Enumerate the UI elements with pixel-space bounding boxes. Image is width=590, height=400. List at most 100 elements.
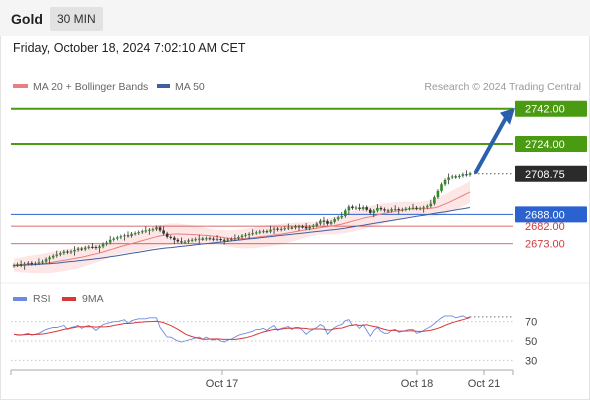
candle — [205, 236, 208, 241]
candle-body — [461, 174, 465, 176]
candle — [98, 244, 101, 253]
candle — [351, 204, 354, 210]
candle-body — [379, 207, 383, 210]
candle — [30, 261, 34, 266]
candle-body — [158, 227, 162, 231]
candle-body — [83, 247, 87, 250]
candle — [123, 233, 126, 241]
candle — [279, 227, 283, 232]
price-levels-layer — [11, 107, 513, 245]
candle-body — [276, 228, 279, 230]
candle-body — [62, 251, 66, 254]
candle-body — [112, 238, 116, 240]
candle — [304, 223, 308, 231]
candle-body — [361, 207, 365, 209]
timestamp: Friday, October 18, 2024 7:02:10 AM CET — [13, 41, 246, 55]
candle-body — [208, 238, 212, 240]
candle-body — [393, 209, 397, 211]
candle-body — [151, 229, 155, 231]
candle-body — [326, 221, 329, 224]
candle-body — [279, 228, 283, 230]
ma20-legend-swatch — [13, 84, 28, 88]
candle — [158, 225, 162, 233]
candle-body — [418, 208, 422, 210]
candle — [311, 223, 315, 229]
candle — [116, 235, 119, 241]
candle-body — [201, 238, 205, 240]
candle-body — [16, 264, 19, 266]
current-price-tag — [515, 165, 587, 182]
candle-body — [358, 207, 361, 209]
candle-body — [101, 244, 105, 247]
candle-body — [190, 239, 194, 241]
candle-body — [458, 175, 461, 178]
candle — [372, 208, 376, 218]
candle-body — [194, 239, 197, 241]
candle — [240, 233, 244, 239]
candle — [415, 205, 418, 211]
candle-body — [197, 238, 201, 240]
candle — [151, 227, 155, 232]
candle-body — [301, 226, 304, 228]
candle-body — [48, 257, 51, 260]
candle-body — [436, 190, 440, 198]
candles-layer — [12, 170, 472, 270]
candle — [301, 224, 304, 229]
candle-body — [468, 173, 472, 175]
candle — [376, 204, 379, 213]
ma50-line — [13, 207, 471, 267]
candle — [272, 226, 276, 234]
candle — [461, 172, 465, 178]
candle — [326, 219, 329, 226]
candle-body — [73, 250, 76, 252]
bollinger-band — [14, 181, 470, 274]
candle-body — [365, 207, 368, 210]
candle — [222, 238, 226, 245]
x-tick-label-0: Oct 17 — [206, 378, 238, 390]
candle-body — [87, 246, 91, 248]
candle — [133, 231, 137, 236]
rsi-ma-legend-swatch — [62, 297, 76, 301]
candle-body — [69, 251, 73, 253]
candle — [183, 240, 187, 244]
candle — [358, 203, 361, 211]
candle-body — [454, 176, 458, 178]
candle — [368, 207, 372, 215]
candle-body — [390, 209, 393, 211]
candle-body — [383, 209, 386, 211]
candle-body — [183, 241, 187, 243]
candle — [176, 238, 180, 244]
candle — [108, 235, 112, 245]
candle-body — [133, 233, 137, 235]
candle-body — [219, 239, 222, 241]
candle — [94, 245, 98, 250]
candle-body — [244, 234, 247, 236]
candle — [315, 221, 319, 228]
rsi-legend-label: RSI — [33, 293, 51, 305]
candle-body — [80, 248, 83, 250]
candle-body — [155, 227, 158, 230]
x-tick-label-1: Oct 18 — [401, 378, 433, 390]
candle — [333, 217, 336, 224]
candle-body — [222, 239, 226, 241]
candle-body — [66, 251, 69, 253]
candle — [262, 229, 265, 234]
candle-body — [251, 233, 254, 235]
candle — [265, 229, 269, 234]
candle — [105, 240, 108, 246]
candle-body — [162, 230, 165, 234]
candle — [258, 229, 262, 235]
candle — [212, 236, 215, 242]
candle-body — [269, 229, 272, 232]
interval-selector[interactable]: 30 MIN — [50, 7, 103, 31]
rsi-layer: 70 50 30 — [11, 315, 537, 367]
candle-body — [173, 237, 176, 240]
candle — [401, 207, 404, 212]
candle-body — [41, 261, 44, 263]
candle-body — [351, 206, 354, 209]
candle — [276, 226, 279, 232]
candle — [450, 174, 454, 180]
candle — [91, 242, 94, 249]
candle — [269, 225, 272, 234]
